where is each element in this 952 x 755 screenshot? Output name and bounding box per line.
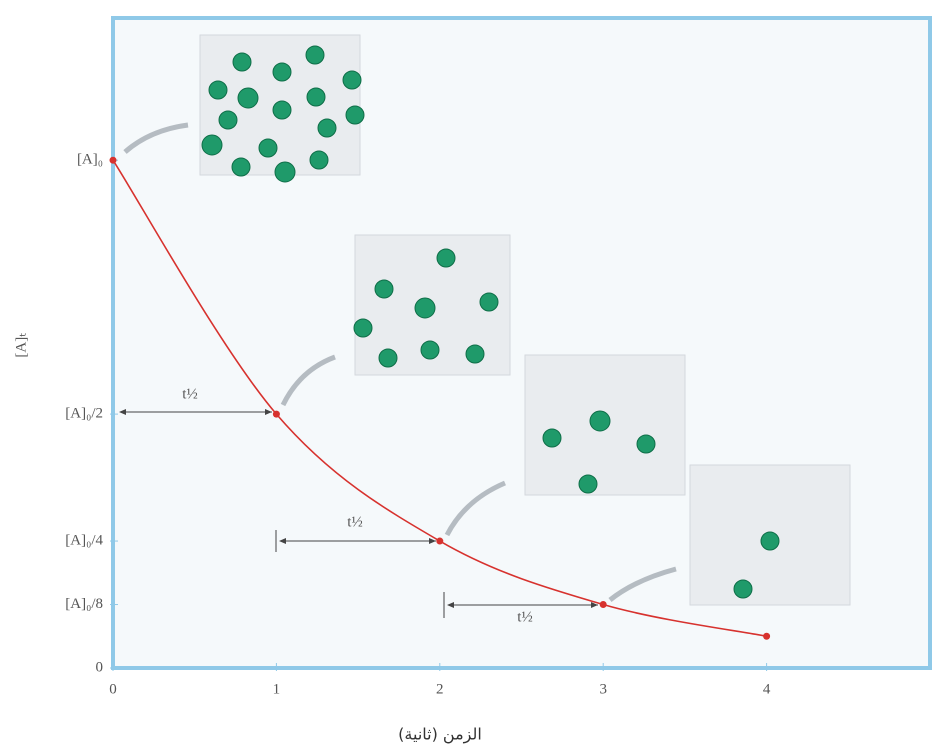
x-tick-label: 3 bbox=[599, 681, 607, 697]
data-point bbox=[272, 410, 280, 418]
y-tick-label: [A]₀/4 bbox=[65, 532, 103, 548]
y-axis-label: [A]ₜ bbox=[13, 332, 29, 357]
annotation: t½ bbox=[182, 386, 197, 402]
x-tick-label: 1 bbox=[273, 681, 281, 697]
data-point bbox=[109, 156, 117, 164]
data-point bbox=[763, 632, 771, 640]
decay-curve bbox=[112, 159, 767, 638]
x-tick-label: 0 bbox=[109, 681, 117, 697]
data-point bbox=[436, 537, 444, 545]
x-tick-label: 2 bbox=[436, 681, 444, 697]
y-tick-label: [A]₀ bbox=[77, 152, 103, 168]
x-tick-label: 4 bbox=[763, 681, 771, 697]
x-axis-label: الزمن (ثانية) bbox=[398, 725, 482, 745]
annotation: t½ bbox=[517, 609, 532, 625]
y-tick-label: [A]₀/8 bbox=[65, 596, 103, 612]
half-life-arrows bbox=[119, 409, 598, 618]
data-point bbox=[599, 601, 607, 609]
y-tick-label: [A]₀/2 bbox=[65, 406, 103, 422]
annotation: t½ bbox=[347, 514, 362, 530]
molecule-illustration bbox=[123, 34, 851, 606]
y-tick-label: 0 bbox=[96, 659, 104, 675]
